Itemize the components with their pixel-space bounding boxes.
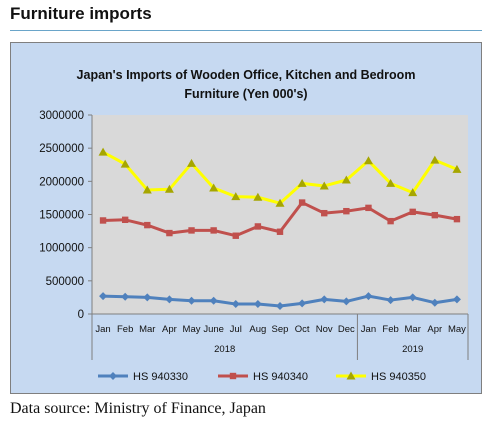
x-tick-label: Aug xyxy=(249,324,266,335)
group-label: 2019 xyxy=(402,344,423,355)
data-point xyxy=(187,158,197,167)
x-tick-label: Feb xyxy=(117,324,133,335)
data-point xyxy=(188,227,195,234)
legend-label: HS 940350 xyxy=(371,371,426,383)
group-label: 2018 xyxy=(214,344,235,355)
x-tick-label: Jan xyxy=(361,324,376,335)
data-point xyxy=(229,372,237,380)
data-point xyxy=(121,292,130,301)
data-point xyxy=(253,192,263,201)
data-point xyxy=(298,199,306,206)
data-point xyxy=(166,229,173,237)
data-point xyxy=(164,184,174,193)
data-point xyxy=(341,175,351,184)
y-tick-label: 3000000 xyxy=(39,110,84,122)
data-source-note: Data source: Ministry of Finance, Japan xyxy=(10,400,266,417)
y-tick-label: 2500000 xyxy=(39,143,84,155)
x-tick-label: Sep xyxy=(272,324,289,335)
data-point xyxy=(386,296,395,305)
data-point xyxy=(452,295,461,304)
data-point xyxy=(297,178,307,187)
x-tick-label: Feb xyxy=(382,324,398,335)
data-point xyxy=(430,155,440,164)
data-point xyxy=(231,192,241,201)
data-point xyxy=(231,300,240,309)
data-point xyxy=(365,204,372,212)
data-point xyxy=(209,296,218,305)
data-point xyxy=(364,292,373,301)
data-point xyxy=(453,215,461,223)
series-hs-940330 xyxy=(99,292,461,311)
data-point xyxy=(144,221,151,229)
page-title: Furniture imports xyxy=(10,4,152,23)
data-point xyxy=(320,295,329,304)
y-tick-label: 0 xyxy=(78,309,84,321)
data-point xyxy=(321,209,328,217)
y-tick-label: 1000000 xyxy=(39,243,84,255)
data-point xyxy=(409,208,416,216)
x-tick-label: Oct xyxy=(295,324,310,335)
data-point xyxy=(343,207,350,215)
x-tick-label: Dec xyxy=(338,324,355,335)
data-point xyxy=(165,295,174,304)
chart-title-line-2: Furniture (Yen 000's) xyxy=(184,87,307,101)
x-tick-label: May xyxy=(448,324,466,335)
data-point xyxy=(298,299,307,308)
y-tick-label: 500000 xyxy=(46,276,84,288)
chart: Japan's Imports of Wooden Office, Kitche… xyxy=(10,42,482,394)
chart-title-line-1: Japan's Imports of Wooden Office, Kitche… xyxy=(77,68,416,82)
data-point xyxy=(209,183,219,192)
data-point xyxy=(276,228,284,235)
x-tick-label: Mar xyxy=(405,324,421,335)
data-point xyxy=(319,181,329,190)
x-tick-label: May xyxy=(183,324,201,335)
data-point xyxy=(386,178,396,187)
y-tick-label: 1500000 xyxy=(39,210,84,222)
data-point xyxy=(387,217,394,225)
data-point xyxy=(143,293,152,302)
data-point xyxy=(276,302,284,311)
data-point xyxy=(408,293,417,302)
legend-label: HS 940340 xyxy=(253,371,308,383)
data-point xyxy=(253,300,262,309)
title-divider xyxy=(10,30,482,31)
data-point xyxy=(98,147,108,156)
data-point xyxy=(408,188,418,197)
data-point xyxy=(99,292,108,301)
data-point xyxy=(99,217,107,224)
data-point xyxy=(431,211,439,219)
data-point xyxy=(430,298,439,307)
series-hs-940340 xyxy=(99,199,461,239)
data-point xyxy=(142,185,152,194)
x-tick-label: Jan xyxy=(95,324,110,335)
data-point xyxy=(120,159,130,168)
data-point xyxy=(346,371,356,380)
x-tick-label: Apr xyxy=(427,324,442,335)
x-tick-label: Nov xyxy=(316,324,333,335)
data-point xyxy=(121,216,129,224)
data-point xyxy=(232,232,239,239)
data-point xyxy=(187,296,196,305)
data-point xyxy=(363,156,373,165)
data-point xyxy=(275,198,285,207)
data-point xyxy=(342,297,351,306)
x-tick-label: Jul xyxy=(230,324,242,335)
x-tick-label: Mar xyxy=(139,324,155,335)
data-point xyxy=(109,372,117,380)
data-point xyxy=(452,164,462,173)
data-point xyxy=(254,223,262,230)
x-tick-label: Apr xyxy=(162,324,177,335)
series-hs-940350 xyxy=(98,147,462,207)
data-point xyxy=(210,227,217,234)
y-tick-label: 2000000 xyxy=(39,176,84,188)
legend-label: HS 940330 xyxy=(133,371,188,383)
x-tick-label: June xyxy=(203,324,224,335)
